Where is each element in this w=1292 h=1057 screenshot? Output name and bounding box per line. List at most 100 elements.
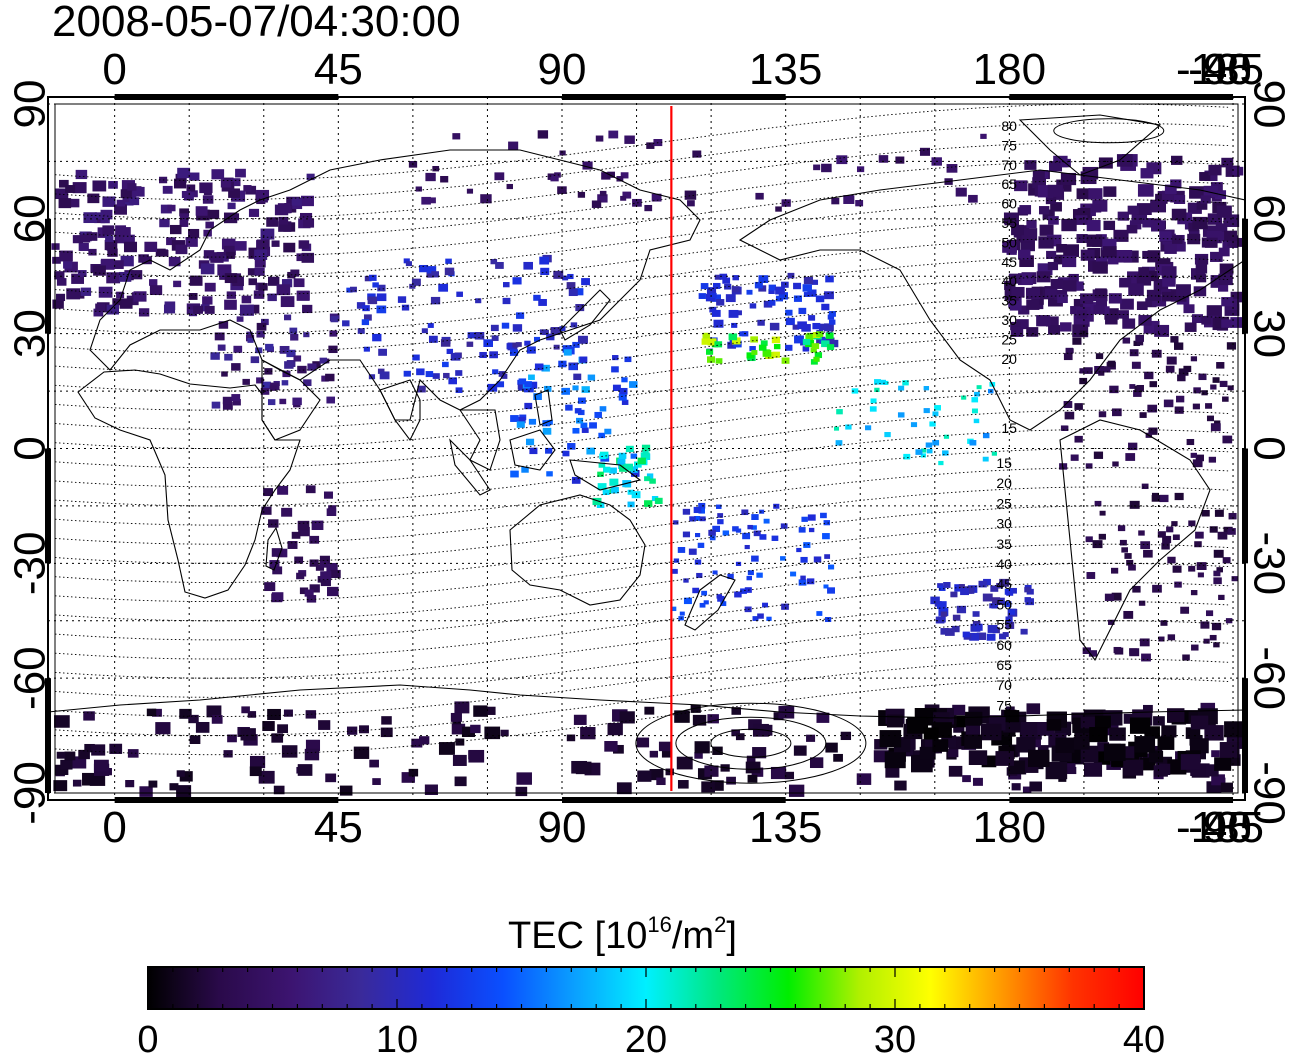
tec-cell	[654, 497, 663, 505]
tec-cell	[923, 408, 930, 414]
tec-cell	[968, 750, 988, 766]
magnetic-contour	[54, 658, 1229, 737]
tec-cell	[293, 355, 302, 362]
magnetic-contour	[54, 256, 1229, 335]
tec-cell	[66, 288, 81, 300]
tec-cell	[1080, 249, 1095, 261]
tec-cell	[372, 282, 379, 288]
tec-cell	[129, 197, 140, 206]
tec-cell	[749, 303, 757, 309]
frame-bar	[1009, 94, 1234, 100]
tec-cell	[1143, 549, 1153, 558]
tec-cell	[369, 759, 379, 768]
madagascar-outline	[265, 526, 283, 571]
tec-cell	[823, 584, 829, 589]
tec-cell	[1011, 224, 1024, 236]
tec-cell	[298, 526, 310, 537]
tec-cell	[1183, 304, 1195, 314]
tec-cell	[948, 748, 959, 758]
tec-cell	[452, 754, 467, 766]
tec-cell	[1144, 371, 1154, 380]
tec-cell	[753, 530, 761, 537]
tec-cell	[1157, 531, 1166, 538]
tec-cell	[508, 141, 519, 150]
tec-cell	[682, 508, 691, 515]
tec-cell	[260, 228, 275, 240]
tec-cell	[271, 240, 280, 247]
tec-cell	[1064, 411, 1075, 420]
tec-cell	[325, 373, 335, 382]
tec-cell	[1016, 319, 1029, 330]
tec-cell	[405, 261, 412, 267]
tec-cell	[1211, 622, 1222, 631]
tec-cell	[1019, 255, 1034, 268]
tec-cell	[982, 432, 990, 439]
tec-cell	[278, 221, 292, 232]
tec-cell	[943, 434, 950, 439]
tec-cell	[112, 298, 122, 306]
tec-cell	[1119, 277, 1132, 288]
magnetic-contour	[54, 352, 1229, 430]
tec-cell	[1082, 647, 1091, 655]
tec-cell	[727, 573, 734, 579]
tec-cell	[824, 554, 831, 559]
tec-cell	[326, 508, 337, 517]
tec-cell	[1191, 644, 1199, 651]
tec-cell	[716, 594, 723, 599]
tec-cell	[1038, 236, 1054, 249]
tec-cell	[266, 217, 279, 227]
tec-cell	[1172, 565, 1182, 573]
tec-cell	[1129, 648, 1140, 657]
tec-cell	[303, 379, 312, 387]
contour-label: 75	[1001, 137, 1017, 153]
tec-cell	[494, 172, 505, 181]
arabia-outline	[261, 359, 321, 441]
tec-cell	[1108, 619, 1115, 625]
tec-cell	[1053, 254, 1066, 265]
tec-cell	[1095, 256, 1108, 267]
tec-cell	[580, 726, 596, 740]
tec-cell	[644, 706, 655, 715]
tec-cell	[646, 473, 654, 479]
tec-cell	[980, 133, 987, 139]
tec-cell	[810, 347, 817, 353]
tec-cell	[271, 548, 283, 557]
colorbar-label-main: TEC [10	[508, 915, 647, 957]
tec-cell	[1094, 500, 1102, 507]
tec-cell	[163, 304, 176, 314]
tec-cell	[821, 163, 832, 173]
tec-cell	[280, 296, 295, 308]
tec-cell	[972, 611, 980, 617]
tec-cell	[1123, 759, 1144, 776]
tec-cell	[824, 337, 835, 346]
tec-cell	[116, 291, 125, 299]
tec-cell	[775, 286, 785, 295]
tec-cell	[1086, 234, 1103, 247]
tec-cell	[1227, 528, 1236, 535]
tec-cell	[550, 174, 559, 182]
tec-cell	[673, 558, 680, 563]
tec-cell	[379, 371, 390, 380]
tec-cell	[811, 343, 820, 350]
tec-cell	[55, 188, 69, 200]
tec-cell	[1062, 255, 1077, 268]
tec-cell	[607, 171, 615, 178]
tec-cell	[805, 334, 814, 341]
magnetic-contour	[54, 639, 1229, 717]
tec-cell	[304, 748, 320, 761]
tec-cell	[281, 745, 298, 758]
tec-cell	[432, 373, 440, 379]
tec-cell	[1086, 220, 1101, 232]
tec-cell	[964, 734, 983, 749]
tec-cell	[425, 371, 434, 378]
tec-cell	[1161, 542, 1170, 550]
tec-cell	[697, 542, 705, 548]
tec-cell	[766, 616, 772, 621]
tec-cell	[319, 561, 328, 568]
tec-cell	[620, 195, 627, 201]
magnetic-contour	[54, 237, 1229, 315]
tec-cell	[731, 707, 741, 715]
tec-cell	[1210, 423, 1221, 432]
tec-cell	[692, 150, 702, 158]
tec-cell	[919, 746, 936, 760]
